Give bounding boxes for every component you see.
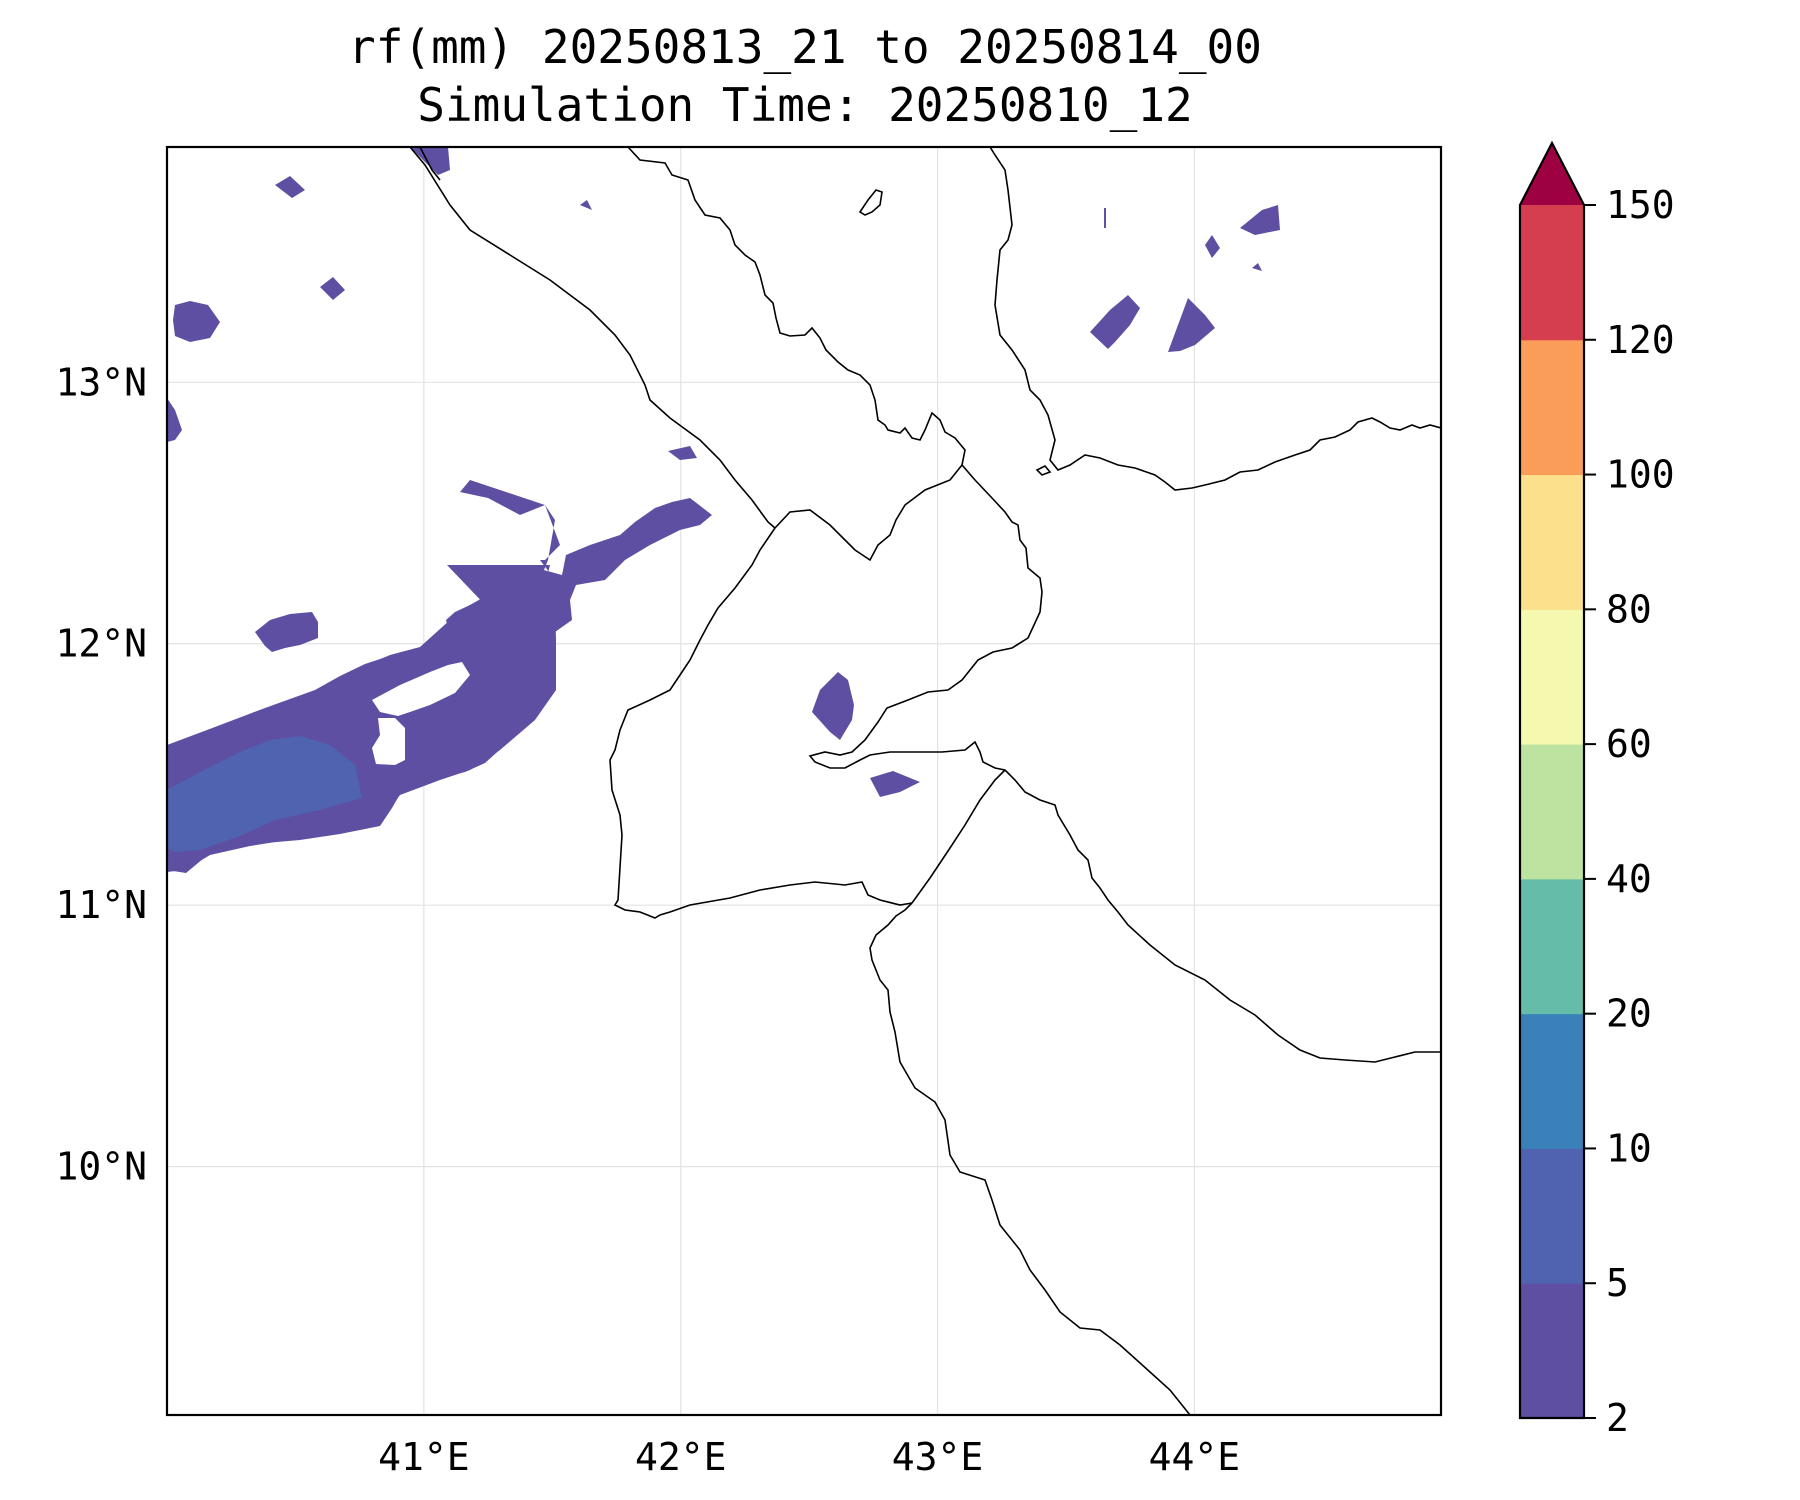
colorbar-tick-label: 80	[1606, 587, 1652, 631]
ethiopia-somaliland-border	[869, 902, 1191, 1415]
rainfall-speck-2	[320, 277, 345, 300]
eritrea-ethiopia-border	[409, 147, 776, 529]
colorbar-tick-label: 10	[1606, 1126, 1652, 1170]
dahlak-island	[858, 189, 883, 216]
lat-tick-label: 11°N	[55, 883, 147, 927]
colorbar: 2 5 10 20 40 60 80 100 120 150	[1518, 140, 1675, 1440]
rainfall-speck-3	[668, 446, 697, 460]
lon-tick-label: 42°E	[635, 1435, 727, 1479]
somaliland-coast	[1004, 769, 1441, 1063]
rainfall-patch-north-edge	[410, 147, 450, 175]
colorbar-extend-arrow	[1520, 143, 1584, 205]
eritrea-coastline	[627, 147, 966, 466]
lat-tick-label: 13°N	[55, 360, 147, 404]
rainfall-band-inner-gap	[372, 662, 470, 716]
rainfall-patch-djibouti	[812, 672, 854, 740]
djibouti-west-border	[609, 527, 913, 919]
rainfall-patch-edge-13n	[167, 398, 182, 442]
map-axes: 41°E 42°E 43°E 44°E 10°N 11°N 12°N 13°N	[55, 360, 1240, 1479]
map-frame	[165, 145, 1443, 1417]
djibouti-somalia-border	[911, 769, 1006, 904]
rainfall-patch-13n-west	[173, 301, 220, 342]
rainfall-speck-4	[580, 200, 592, 210]
rainfall-patch-yemen-1	[1090, 295, 1140, 349]
colorbar-tick-label: 20	[1606, 992, 1652, 1036]
rainfall-patch-djibouti-south	[870, 771, 920, 797]
colorbar-tick-label: 5	[1606, 1261, 1629, 1305]
colorbar-tick-label: 2	[1606, 1396, 1629, 1440]
rainfall-speck-7	[1104, 208, 1106, 228]
colorbar-tick-label: 40	[1606, 857, 1652, 901]
coastlines-borders	[409, 147, 1441, 1415]
colorbar-segment	[1520, 878, 1584, 1015]
rainfall-layer	[167, 147, 1280, 873]
lat-tick-label: 10°N	[55, 1145, 147, 1189]
rainfall-core-5to10	[167, 736, 362, 852]
rainfall-patch-yemen-2	[1168, 298, 1215, 352]
djibouti-coast	[808, 464, 1043, 771]
perim-island	[1035, 465, 1052, 476]
rainfall-patch-12n	[255, 612, 318, 652]
colorbar-segment	[1520, 1013, 1584, 1149]
lon-tick-label: 43°E	[892, 1435, 984, 1479]
colorbar-tick-label: 100	[1606, 453, 1675, 497]
chart-title-line1: rf(mm) 20250813_21 to 20250814_00	[348, 20, 1262, 74]
rainfall-speck-5	[1205, 235, 1220, 258]
colorbar-segment	[1520, 474, 1584, 610]
rainfall-speck-6	[1252, 263, 1262, 271]
colorbar-segment	[1520, 744, 1584, 880]
coast-nw-fragment	[419, 147, 441, 181]
lat-tick-label: 12°N	[55, 622, 147, 666]
colorbar-tick-label: 60	[1606, 722, 1652, 766]
colorbar-segment	[1520, 339, 1584, 476]
colorbar-segment	[1520, 205, 1584, 341]
yemen-coastline	[989, 147, 1441, 491]
colorbar-outline	[1518, 140, 1586, 1420]
lon-tick-label: 44°E	[1149, 1435, 1241, 1479]
colorbar-tick-label: 120	[1606, 318, 1675, 362]
chart-title-line2: Simulation Time: 20250810_12	[417, 78, 1193, 132]
colorbar-tick-label: 150	[1606, 183, 1675, 227]
colorbar-segment	[1520, 1148, 1584, 1284]
djibouti-north-border	[774, 464, 963, 562]
colorbar-segment	[1520, 609, 1584, 745]
colorbar-segment	[1520, 1283, 1584, 1419]
lon-tick-label: 41°E	[378, 1435, 470, 1479]
rainfall-speck-1	[275, 176, 305, 198]
rainfall-band-northeast-arm	[450, 498, 712, 652]
rainfall-patch-yemen-3	[1240, 205, 1280, 235]
rainfall-band-inner-gap2	[372, 718, 405, 765]
